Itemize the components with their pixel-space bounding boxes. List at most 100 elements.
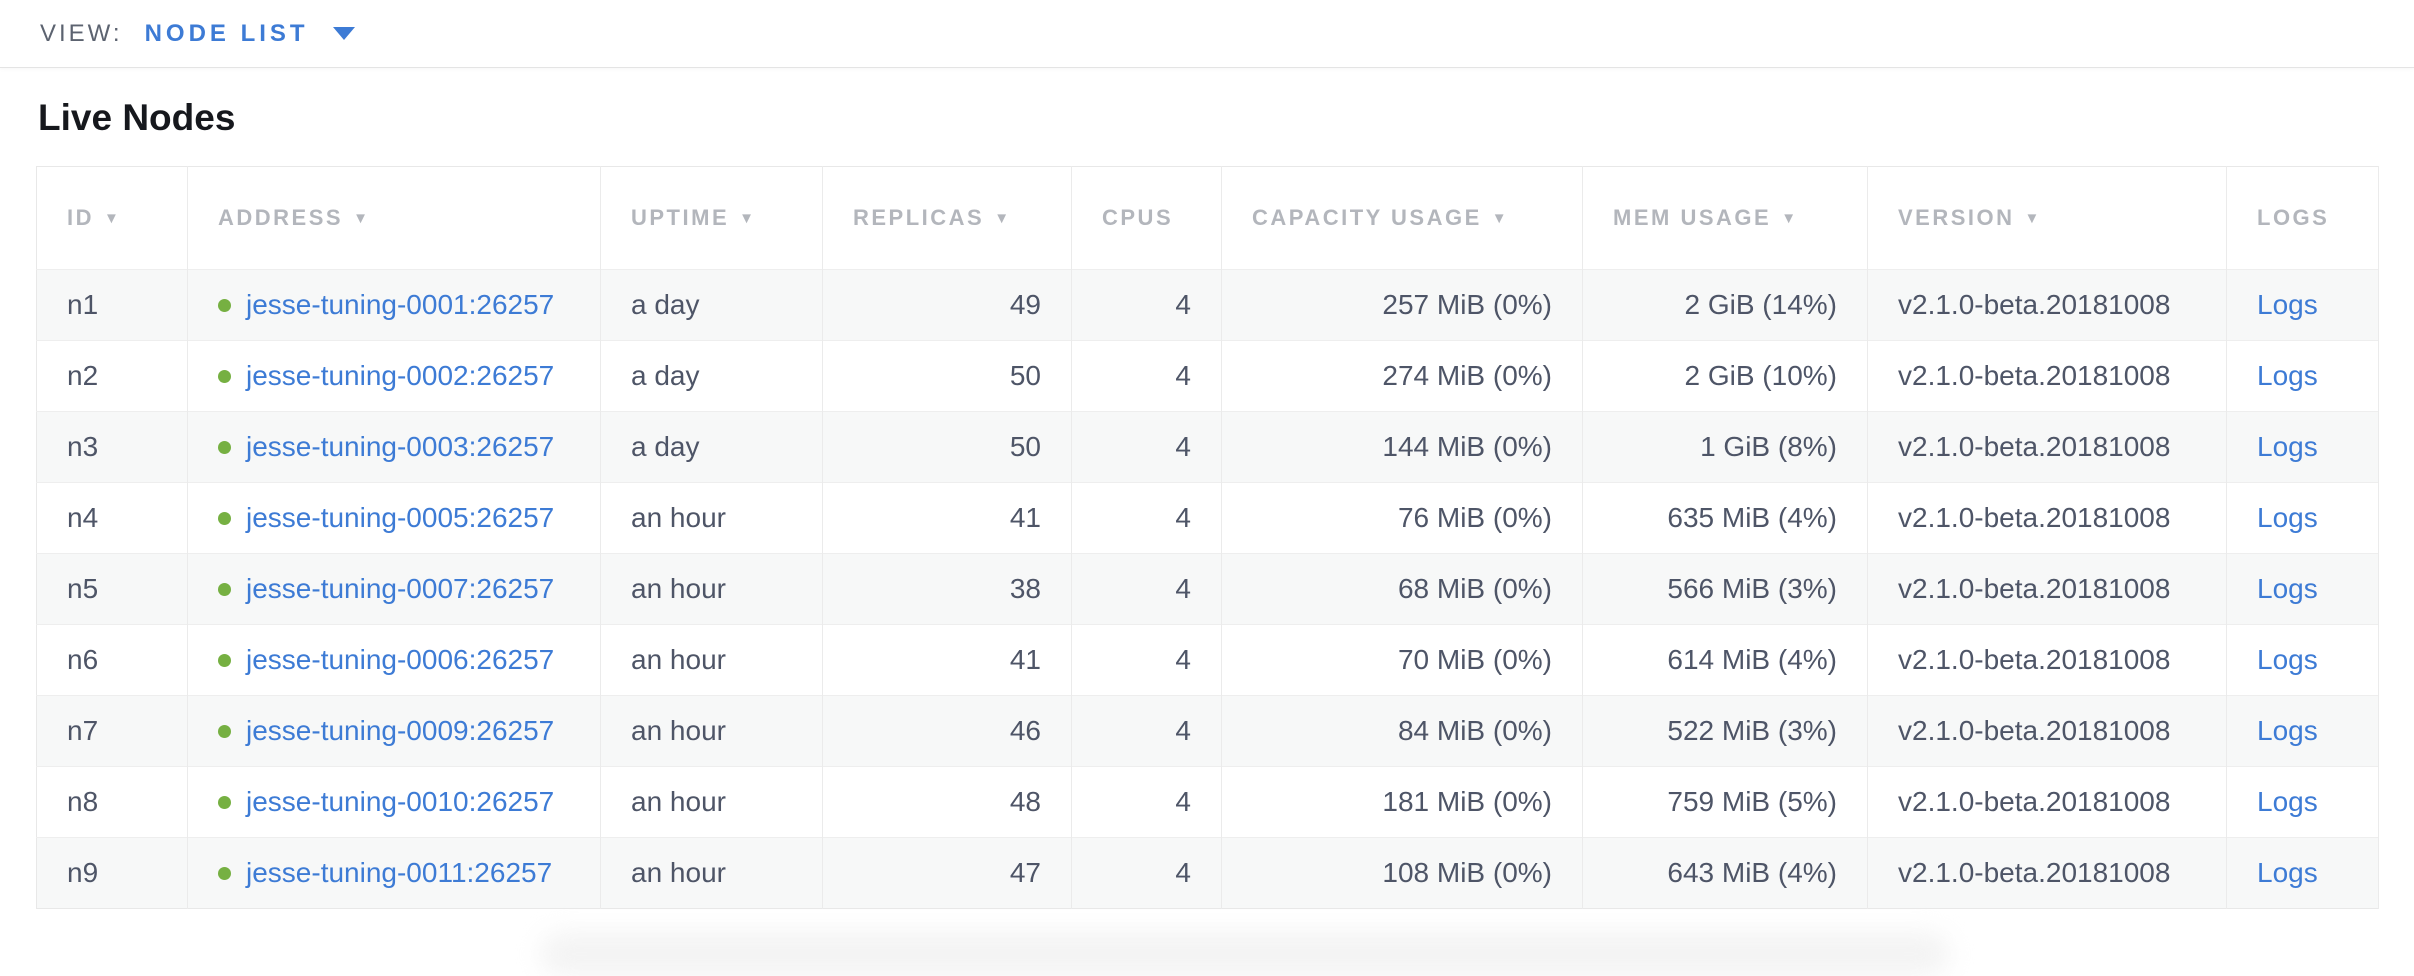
logs-link[interactable]: Logs	[2257, 573, 2318, 604]
cell-version: v2.1.0-beta.20181008	[1867, 695, 2227, 767]
cell-cpus: 4	[1071, 482, 1222, 554]
table-row: n4 jesse-tuning-0005:26257 an hour 41 4 76 Mi…	[36, 482, 2379, 554]
column-header-id[interactable]: ID ▼	[36, 166, 188, 270]
cell-id-value: n3	[67, 431, 99, 462]
cell-version-value: v2.1.0-beta.20181008	[1898, 857, 2171, 888]
sort-desc-icon: ▼	[1781, 210, 1799, 227]
cell-cpus: 4	[1071, 553, 1222, 625]
cell-mem-value: 522 MiB (3%)	[1667, 715, 1837, 746]
cell-id-value: n1	[67, 289, 99, 320]
cell-mem: 635 MiB (4%)	[1582, 482, 1868, 554]
table-row: n2 jesse-tuning-0002:26257 a day 50 4 274 MiB…	[36, 340, 2379, 412]
column-header-capacity[interactable]: CAPACITY USAGE ▼	[1221, 166, 1583, 270]
cell-mem: 522 MiB (3%)	[1582, 695, 1868, 767]
cell-replicas: 49	[822, 269, 1072, 341]
page-title: Live Nodes	[38, 97, 236, 138]
cell-cpus: 4	[1071, 624, 1222, 696]
cell-uptime: a day	[600, 411, 823, 483]
sort-desc-icon: ▼	[1491, 210, 1510, 227]
logs-link[interactable]: Logs	[2257, 502, 2318, 533]
node-address-link[interactable]: jesse-tuning-0010:26257	[246, 786, 555, 817]
logs-link[interactable]: Logs	[2257, 644, 2318, 675]
cell-version: v2.1.0-beta.20181008	[1867, 624, 2227, 696]
cell-uptime: an hour	[600, 837, 823, 909]
live-nodes-table: ID ▼ ADDRESS ▼ UPTIME ▼ REPLICAS ▼ CPUS CAPACITY …	[36, 166, 2379, 909]
table-row: n7 jesse-tuning-0009:26257 an hour 46 4 84 Mi…	[36, 695, 2379, 767]
cell-id: n7	[36, 695, 188, 767]
cell-capacity-value: 84 MiB (0%)	[1397, 715, 1552, 746]
column-header-address[interactable]: ADDRESS ▼	[187, 166, 601, 270]
cell-replicas: 38	[822, 553, 1072, 625]
table-row: n6 jesse-tuning-0006:26257 an hour 41 4 70 Mi…	[36, 624, 2379, 696]
cell-id: n9	[36, 837, 188, 909]
cell-address: jesse-tuning-0006:26257	[187, 624, 601, 696]
node-address-link[interactable]: jesse-tuning-0002:26257	[246, 360, 555, 391]
cell-replicas-value: 46	[1009, 715, 1041, 746]
logs-link[interactable]: Logs	[2257, 715, 2318, 746]
main-content: Live Nodes ID ▼ ADDRESS ▼ UPTIME ▼ REPLICAS ▼ CP…	[0, 96, 2414, 909]
node-address-link[interactable]: jesse-tuning-0009:26257	[246, 715, 555, 746]
cell-replicas: 50	[822, 340, 1072, 412]
cell-mem: 566 MiB (3%)	[1582, 553, 1868, 625]
sort-desc-icon: ▼	[994, 210, 1012, 227]
cell-cpus-value: 4	[1175, 431, 1191, 462]
cell-replicas: 41	[822, 482, 1072, 554]
cell-replicas-value: 49	[1009, 289, 1041, 320]
cell-replicas: 50	[822, 411, 1072, 483]
column-header-uptime[interactable]: UPTIME ▼	[600, 166, 823, 270]
cell-uptime: a day	[600, 340, 823, 412]
view-selected-value: NODE LIST	[144, 19, 309, 47]
cell-version: v2.1.0-beta.20181008	[1867, 766, 2227, 838]
cell-capacity-value: 257 MiB (0%)	[1382, 289, 1552, 320]
node-address-link[interactable]: jesse-tuning-0001:26257	[246, 289, 555, 320]
column-header-version[interactable]: VERSION ▼	[1867, 166, 2227, 270]
cell-capacity: 76 MiB (0%)	[1221, 482, 1583, 554]
sort-desc-icon: ▼	[104, 210, 122, 227]
cell-replicas: 46	[822, 695, 1072, 767]
node-address-link[interactable]: jesse-tuning-0007:26257	[246, 573, 555, 604]
cell-cpus: 4	[1071, 411, 1222, 483]
column-header-mem[interactable]: MEM USAGE ▼	[1582, 166, 1868, 270]
node-address-link[interactable]: jesse-tuning-0011:26257	[246, 857, 553, 888]
cell-id: n8	[36, 766, 188, 838]
logs-link[interactable]: Logs	[2257, 857, 2318, 888]
cell-cpus: 4	[1071, 695, 1222, 767]
table-header-row: ID ▼ ADDRESS ▼ UPTIME ▼ REPLICAS ▼ CPUS CAPACITY …	[36, 166, 2379, 270]
cell-id: n5	[36, 553, 188, 625]
cell-replicas-value: 41	[1009, 644, 1041, 675]
cell-cpus: 4	[1071, 340, 1222, 412]
logs-link[interactable]: Logs	[2257, 431, 2318, 462]
cell-mem: 759 MiB (5%)	[1582, 766, 1868, 838]
chevron-down-icon	[332, 27, 355, 40]
node-live-status-icon	[218, 867, 231, 880]
cell-address: jesse-tuning-0011:26257	[187, 837, 601, 909]
node-address-link[interactable]: jesse-tuning-0003:26257	[246, 431, 555, 462]
cell-capacity: 144 MiB (0%)	[1221, 411, 1583, 483]
column-header-label: VERSION	[1898, 205, 2015, 230]
cell-uptime-value: an hour	[631, 502, 726, 533]
cell-mem: 1 GiB (8%)	[1582, 411, 1868, 483]
cell-version: v2.1.0-beta.20181008	[1867, 837, 2227, 909]
logs-link[interactable]: Logs	[2257, 360, 2318, 391]
cell-capacity-value: 181 MiB (0%)	[1382, 786, 1552, 817]
logs-link[interactable]: Logs	[2257, 289, 2318, 320]
node-address-link[interactable]: jesse-tuning-0006:26257	[246, 644, 555, 675]
column-header-logs: LOGS	[2226, 166, 2379, 270]
below-fold-shadow	[540, 932, 1950, 976]
cell-address: jesse-tuning-0009:26257	[187, 695, 601, 767]
cell-version-value: v2.1.0-beta.20181008	[1898, 431, 2171, 462]
node-address-link[interactable]: jesse-tuning-0005:26257	[246, 502, 555, 533]
node-live-status-icon	[218, 725, 231, 738]
cell-logs: Logs	[2226, 624, 2379, 696]
column-header-replicas[interactable]: REPLICAS ▼	[822, 166, 1072, 270]
table-row: n5 jesse-tuning-0007:26257 an hour 38 4 68 Mi…	[36, 553, 2379, 625]
cell-id-value: n8	[67, 786, 99, 817]
column-header-label: LOGS	[2257, 205, 2330, 230]
sort-desc-icon: ▼	[739, 210, 757, 227]
cell-version: v2.1.0-beta.20181008	[1867, 340, 2227, 412]
cell-id: n6	[36, 624, 188, 696]
cell-capacity: 257 MiB (0%)	[1221, 269, 1583, 341]
view-selector-dropdown[interactable]: NODE LIST	[145, 20, 355, 48]
logs-link[interactable]: Logs	[2257, 786, 2318, 817]
cell-cpus-value: 4	[1175, 360, 1191, 391]
